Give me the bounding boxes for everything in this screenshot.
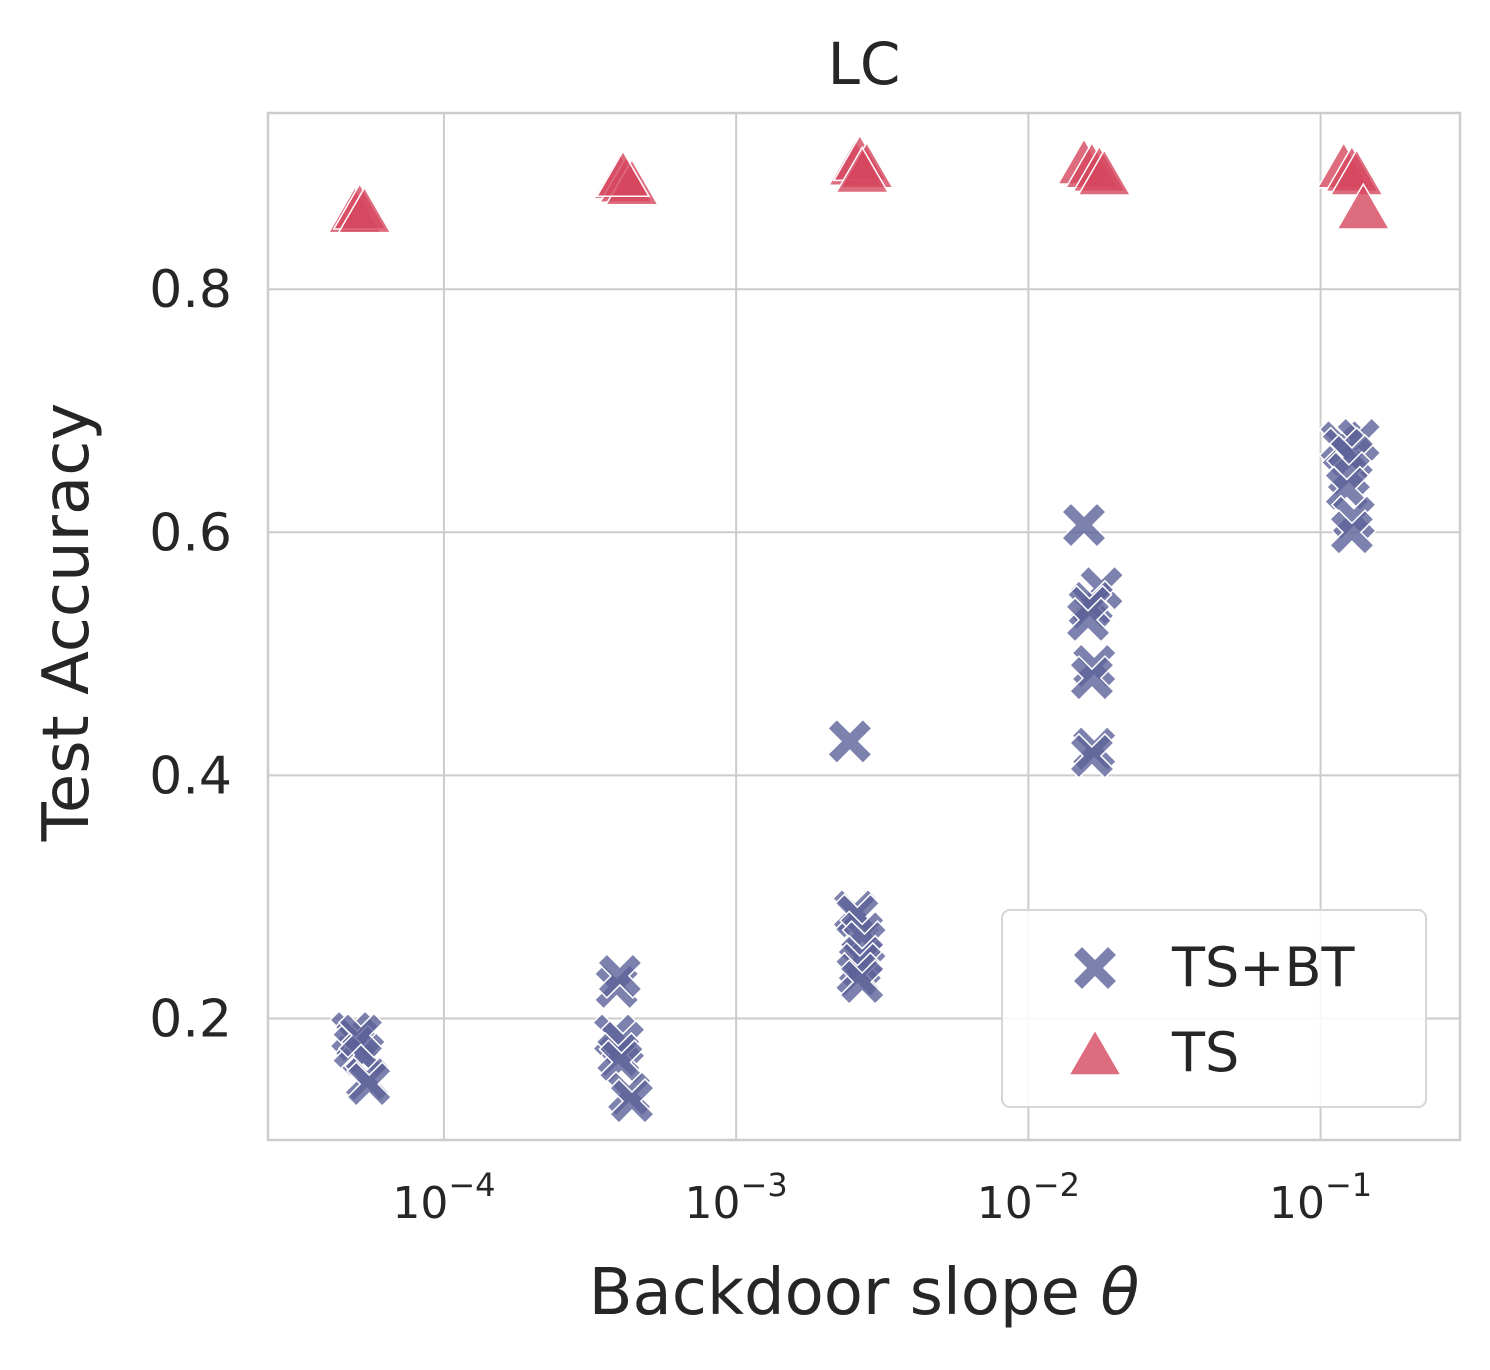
y-axis-ticks: 0.2 0.4 0.6 0.8 xyxy=(149,260,232,1049)
y-tick-label: 0.6 xyxy=(149,503,232,563)
ts-bt-point xyxy=(1328,509,1375,556)
x-tick-label: 10−4 xyxy=(392,1166,495,1229)
x-tick-label: 10−3 xyxy=(685,1166,788,1229)
y-tick-label: 0.8 xyxy=(149,260,232,320)
ts-bt-point xyxy=(826,718,873,765)
ts-bt-point xyxy=(608,1078,656,1125)
ts-point xyxy=(1335,182,1391,230)
legend-label-ts-bt: TS+BT xyxy=(1171,936,1356,999)
ts-bt-point xyxy=(839,958,886,1006)
chart-title: LC xyxy=(828,30,901,98)
ts-point xyxy=(595,149,651,197)
x-tick-label: 10−1 xyxy=(1269,1166,1372,1229)
legend: TS+BT TS xyxy=(1001,909,1427,1108)
ts-bt-point xyxy=(1064,596,1112,643)
y-tick-label: 0.2 xyxy=(149,989,232,1049)
ts-bt-point xyxy=(337,1012,385,1059)
x-axis-ticks: 10−4 10−3 10−2 10−1 xyxy=(392,1166,1372,1229)
y-tick-label: 0.4 xyxy=(149,746,232,806)
plot-frame xyxy=(266,111,1462,1142)
ts-bt-point xyxy=(1068,732,1115,779)
y-axis-label: Test Accuracy xyxy=(30,403,104,843)
legend-label-ts: TS xyxy=(1171,1021,1239,1084)
ts-bt-point xyxy=(1060,501,1108,549)
x-tick-exponent: −3 xyxy=(741,1166,788,1204)
x-tick-exponent: −2 xyxy=(1033,1166,1080,1204)
x-axis-label: Backdoor slope θ xyxy=(589,1256,1140,1330)
x-tick-base: 10 xyxy=(1269,1178,1325,1229)
x-tick-base: 10 xyxy=(977,1178,1033,1229)
x-axis-label-symbol: θ xyxy=(1100,1256,1139,1330)
ts-point xyxy=(834,146,890,194)
data-markers xyxy=(327,133,1391,1125)
ts-point xyxy=(337,186,392,234)
x-tick-exponent: −4 xyxy=(448,1166,495,1204)
ts-point xyxy=(1077,148,1132,196)
ts-bt-point xyxy=(596,952,643,999)
x-tick-base: 10 xyxy=(392,1178,448,1229)
x-axis-label-text: Backdoor slope xyxy=(589,1256,1080,1330)
gridlines xyxy=(268,113,1460,1140)
legend-marker-ts xyxy=(1067,1028,1123,1076)
ts-bt-point xyxy=(1068,655,1115,702)
x-tick-base: 10 xyxy=(685,1178,741,1229)
x-tick-label: 10−2 xyxy=(977,1166,1080,1229)
x-tick-exponent: −1 xyxy=(1325,1166,1372,1204)
legend-marker-ts-bt xyxy=(1071,944,1119,992)
ts-bt-point xyxy=(346,1061,393,1108)
